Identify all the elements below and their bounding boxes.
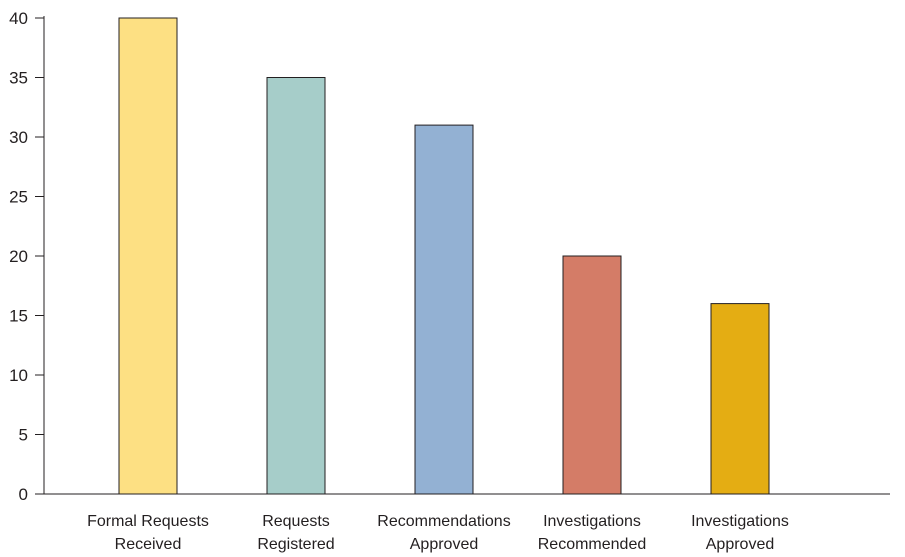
bar (266, 77, 326, 495)
bar (118, 17, 178, 495)
y-tick-label: 10 (9, 366, 28, 385)
y-tick-label: 25 (9, 188, 28, 207)
x-tick-label: Formal Requests Received (87, 513, 209, 553)
y-tick-label: 0 (19, 485, 28, 504)
y-tick-label: 5 (19, 426, 28, 445)
x-tick-label: Investigations Approved (691, 513, 789, 553)
y-tick-label: 30 (9, 128, 28, 147)
x-tick-label: Requests Registered (257, 513, 334, 553)
y-tick-label: 15 (9, 307, 28, 326)
bar (414, 124, 474, 495)
x-tick-label: Recommendations Approved (377, 513, 510, 553)
y-tick-label: 20 (9, 247, 28, 266)
x-tick-label: Investigations Recommended (538, 513, 647, 553)
bars (118, 17, 770, 495)
bar (562, 255, 622, 495)
y-tick-label: 35 (9, 69, 28, 88)
x-axis: Formal Requests Received Requests Registere… (44, 493, 890, 553)
y-tick-label: 40 (9, 9, 28, 28)
bar (710, 303, 770, 495)
y-axis: 0 5 10 15 20 25 30 35 40 (9, 9, 45, 504)
